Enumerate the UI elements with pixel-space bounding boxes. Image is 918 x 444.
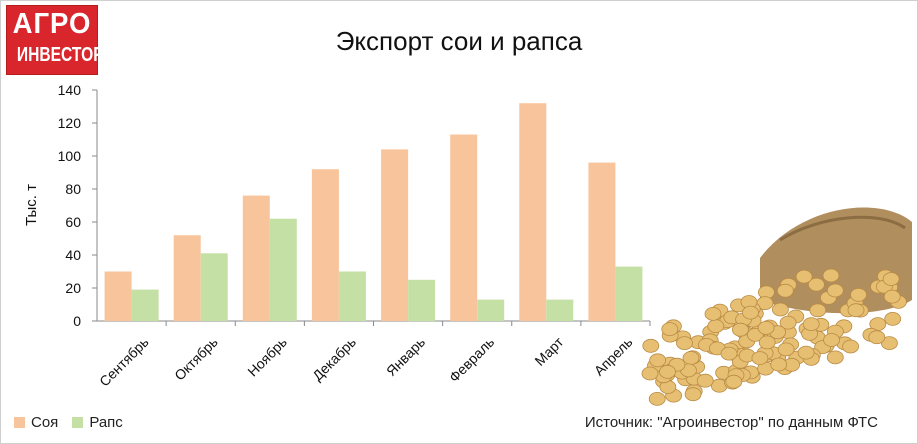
chart-title: Экспорт сои и рапса	[335, 26, 583, 56]
bar-chart: 0 20 40 60 80 100 120 140 Сентябрь Октябрь Ноябрь Д…	[23, 82, 912, 406]
bar-rapeseed	[546, 299, 574, 321]
y-tick-label: 0	[73, 313, 81, 329]
bar-rapeseed	[615, 266, 643, 321]
bar-soy	[173, 235, 201, 321]
x-tick-label: Январь	[383, 334, 428, 379]
soybean-sack-image	[641, 207, 912, 406]
legend-item-rapeseed: Рапс	[72, 414, 123, 431]
bar-rapeseed	[338, 271, 366, 321]
bar-soy	[588, 162, 616, 321]
bar-rapeseed	[200, 253, 228, 321]
agroinvestor-logo: АГРО ИНВЕСТОР	[6, 5, 104, 75]
chart-bars	[104, 103, 643, 322]
legend-swatch-rapeseed	[72, 417, 84, 428]
logo-line-1: АГРО	[12, 8, 92, 40]
bar-rapeseed	[477, 299, 505, 321]
x-tick-label: Февраль	[446, 334, 498, 386]
source-note: Источник: "Агроинвестор" по данным ФТС	[584, 414, 878, 431]
y-tick-label: 100	[58, 148, 82, 164]
bar-soy	[381, 149, 409, 321]
legend-swatch-soy	[14, 417, 25, 428]
y-axis-label: Тыс. т	[23, 184, 40, 226]
x-tick-label: Сентябрь	[96, 334, 152, 390]
bar-soy	[242, 195, 270, 321]
y-tick-label: 20	[65, 280, 81, 296]
x-tick-label: Декабрь	[309, 334, 359, 384]
chart-tick-labels: 0 20 40 60 80 100 120 140 Сентябрь Октябрь Ноябрь Д…	[58, 82, 636, 389]
bar-soy	[311, 169, 339, 321]
legend-item-soy: Соя	[14, 414, 58, 431]
logo-line-2: ИНВЕСТОР	[16, 44, 104, 66]
bar-soy	[519, 103, 547, 321]
y-tick-label: 120	[58, 115, 82, 131]
x-tick-label: Октябрь	[171, 334, 221, 384]
y-tick-label: 80	[65, 181, 81, 197]
bar-rapeseed	[408, 279, 436, 322]
bar-soy	[104, 271, 132, 321]
y-tick-label: 60	[65, 214, 81, 230]
chart-legend: Соя Рапс	[14, 414, 137, 431]
y-tick-label: 140	[58, 82, 82, 98]
bar-rapeseed	[131, 289, 159, 321]
y-tick-label: 40	[65, 247, 81, 263]
x-tick-label: Ноябрь	[244, 334, 290, 380]
legend-label-soy: Соя	[31, 414, 59, 431]
bar-rapeseed	[269, 218, 297, 321]
legend-label-rapeseed: Рапс	[89, 414, 123, 431]
x-tick-label: Апрель	[591, 334, 636, 379]
bar-soy	[450, 134, 478, 321]
x-tick-label: Март	[531, 333, 566, 368]
